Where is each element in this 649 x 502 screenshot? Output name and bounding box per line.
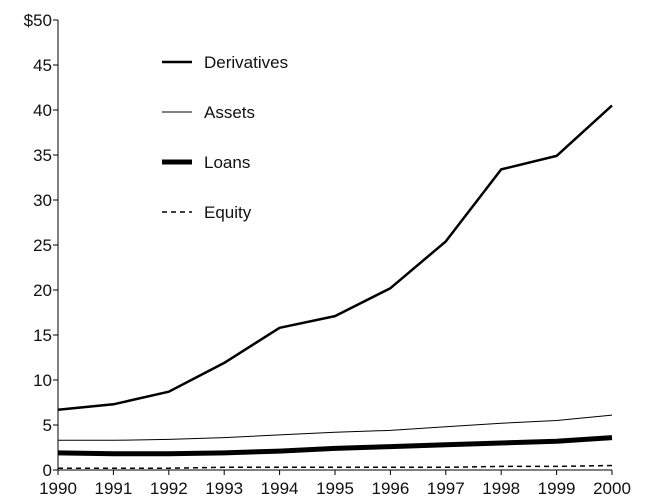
x-tick-label: 1996 <box>371 479 409 498</box>
legend-label-assets: Assets <box>204 103 255 122</box>
x-tick-label: 1990 <box>39 479 77 498</box>
y-tick-label: 40 <box>33 101 52 120</box>
legend-label-loans: Loans <box>204 153 250 172</box>
x-axis-ticks: 1990 1991 1992 1993 1994 1995 1996 1997 1998 1999… <box>39 470 631 498</box>
y-tick-label: 5 <box>43 416 52 435</box>
series-lines <box>57 104 613 469</box>
x-tick-label: 1991 <box>94 479 132 498</box>
x-tick-label: 2000 <box>593 479 631 498</box>
legend-label-derivatives: Derivatives <box>204 53 288 72</box>
legend: Derivatives Assets Loans Equity <box>162 53 288 222</box>
x-tick-label: 1994 <box>261 479 299 498</box>
y-tick-label: 20 <box>33 281 52 300</box>
series-line-loans <box>57 435 613 457</box>
x-tick-label: 1992 <box>150 479 188 498</box>
series-line-assets <box>58 414 613 441</box>
y-tick-label: 45 <box>33 56 52 75</box>
y-tick-label: 0 <box>43 461 52 480</box>
series-line-derivatives <box>57 104 613 411</box>
x-tick-label: 1995 <box>316 479 354 498</box>
series-line-equity <box>58 464 613 469</box>
x-tick-label: 1993 <box>205 479 243 498</box>
y-tick-label: 15 <box>33 326 52 345</box>
legend-label-equity: Equity <box>204 203 252 222</box>
y-tick-label: 35 <box>33 146 52 165</box>
y-tick-label: 30 <box>33 191 52 210</box>
y-tick-label: 25 <box>33 236 52 255</box>
y-axis-ticks: 0 5 10 15 20 25 30 35 40 45 $50 <box>24 11 58 480</box>
y-tick-label: $50 <box>24 11 52 30</box>
x-tick-label: 1999 <box>538 479 576 498</box>
y-tick-label: 10 <box>33 371 52 390</box>
x-tick-label: 1997 <box>427 479 465 498</box>
x-tick-label: 1998 <box>482 479 520 498</box>
